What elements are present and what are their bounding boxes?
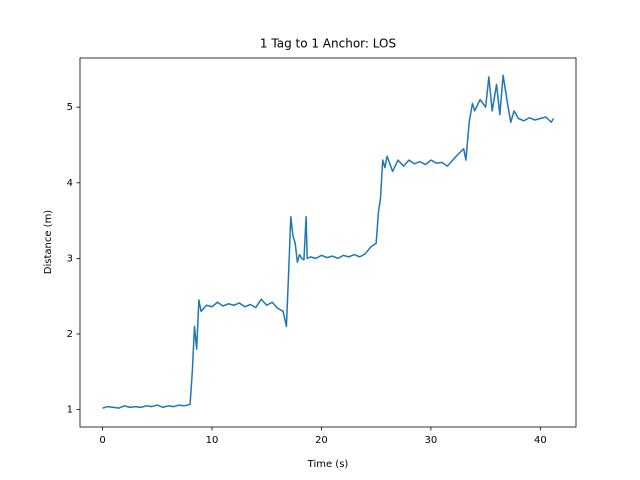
x-tick-label: 30: [425, 435, 438, 446]
y-tick-label: 2: [67, 329, 73, 340]
data-line: [102, 74, 555, 409]
y-tick-label: 3: [67, 253, 73, 264]
x-tick-label: 20: [315, 435, 328, 446]
x-tick-label: 40: [534, 435, 547, 446]
y-tick-label: 1: [67, 405, 73, 416]
x-tick-label: 10: [206, 435, 219, 446]
chart-title: 1 Tag to 1 Anchor: LOS: [260, 37, 396, 51]
plot-frame: [79, 57, 577, 428]
x-tick-label: 0: [99, 435, 105, 446]
y-axis-label: Distance (m): [43, 210, 54, 275]
y-tick-label: 5: [67, 102, 73, 113]
y-tick-label: 4: [67, 178, 73, 189]
x-axis-label: Time (s): [307, 459, 349, 470]
